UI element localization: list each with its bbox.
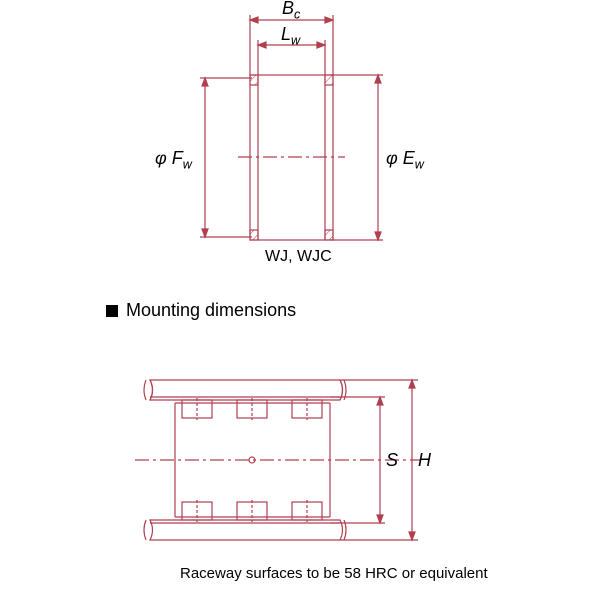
section-title: Mounting dimensions <box>126 300 296 321</box>
label-s: S <box>386 450 398 471</box>
bottom-note: Raceway surfaces to be 58 HRC or equival… <box>180 565 488 582</box>
label-phi-fw: φ Fw <box>155 148 192 172</box>
label-phi-ew: φ Ew <box>386 148 424 172</box>
top-caption: WJ, WJC <box>265 248 332 266</box>
bottom-diagram: S H Raceway surfaces to be 58 HRC or equ… <box>0 340 600 600</box>
label-bc: Bc <box>282 0 300 22</box>
label-h: H <box>418 450 431 471</box>
top-diagram: Bc Lw φ Fw φ Ew WJ, WJC <box>0 0 600 280</box>
label-lw: Lw <box>281 24 300 48</box>
bullet-icon <box>106 305 118 317</box>
section-header: Mounting dimensions <box>106 300 296 321</box>
